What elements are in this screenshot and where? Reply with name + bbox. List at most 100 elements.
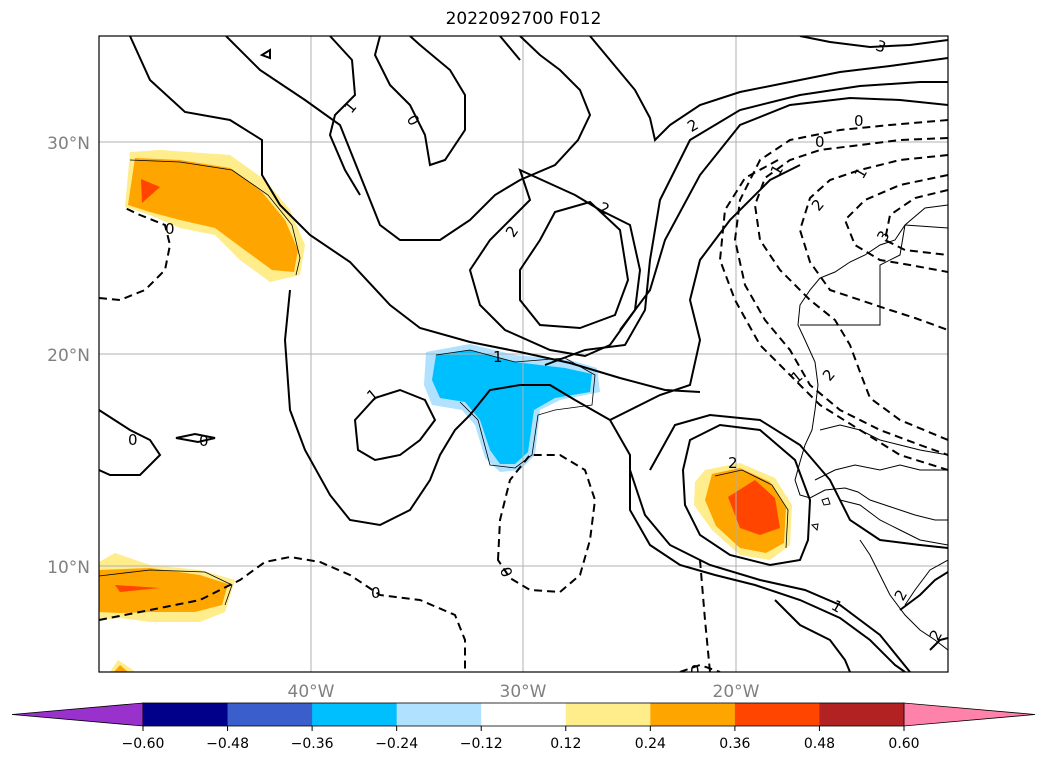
positive-anomaly-nw xyxy=(128,158,298,272)
contour-label: 1 xyxy=(363,385,382,405)
coastlines xyxy=(794,204,948,651)
contour-solid-f xyxy=(499,36,521,61)
colorbar-tick-label: 0.12 xyxy=(550,736,581,752)
contour-dashed-f xyxy=(843,174,948,273)
contour-solid-e xyxy=(589,36,948,142)
thin-anomaly-outlines xyxy=(99,159,789,606)
colorbar-tick-label: −0.12 xyxy=(460,736,503,752)
colorbar-segment xyxy=(396,703,482,726)
contour-label: 0 xyxy=(496,565,516,580)
contour-dashed-d xyxy=(753,137,948,441)
contour-dashed-j xyxy=(699,559,711,672)
contour-label: 0 xyxy=(854,112,864,130)
colorbar-segment xyxy=(227,703,313,726)
colorbar-segment xyxy=(650,703,736,726)
contour-solid-d xyxy=(373,36,466,167)
border-line-3 xyxy=(819,424,948,456)
contour-label: 0 xyxy=(128,431,138,449)
negative-anomaly-center xyxy=(432,350,592,464)
lat-label-20n: 20°N xyxy=(47,346,90,366)
lon-label-20w: 20°W xyxy=(713,682,760,702)
contour-solid-o xyxy=(649,413,948,549)
contour-dashed-g xyxy=(883,189,948,256)
border-line-6 xyxy=(904,559,948,606)
latitude-labels: 30°N 20°N 10°N xyxy=(47,134,90,578)
contour-label: 1 xyxy=(767,162,787,179)
contour-dashed-i xyxy=(718,159,948,471)
positive-anomaly-edge xyxy=(110,660,135,672)
colorbar-tick-label: −0.24 xyxy=(375,736,418,752)
cape-verde-island-1 xyxy=(821,497,831,506)
contour-label: 2 xyxy=(819,366,839,385)
contour-label: 2 xyxy=(684,115,701,135)
positive-anomaly-nw-core xyxy=(141,179,160,203)
colorbar-tick-label: 0.48 xyxy=(804,736,835,752)
colorbar-segment xyxy=(565,703,651,726)
border-line-7 xyxy=(839,499,948,546)
contour-label: 0 xyxy=(199,432,209,450)
colorbar-tick-label: 0.60 xyxy=(888,736,919,752)
contour-label: 2 xyxy=(926,627,946,644)
colorbar-tick-label: −0.60 xyxy=(122,736,165,752)
lat-label-30n: 30°N xyxy=(47,134,90,154)
contour-solid-k xyxy=(99,409,162,476)
contour-solid-a xyxy=(129,36,701,393)
contour-solid-m xyxy=(353,388,437,462)
border-line-2 xyxy=(800,224,906,326)
contour-solid-j xyxy=(468,168,642,358)
contour-label: 0 xyxy=(815,133,825,151)
contour-dashed-h xyxy=(733,119,948,456)
contour-dashed-c xyxy=(496,454,597,594)
colorbar-tick-label: 0.36 xyxy=(719,736,750,752)
positive-anomaly-se-core xyxy=(728,480,780,535)
contour-label: 2 xyxy=(502,223,522,241)
contour-solid-r xyxy=(799,36,948,49)
colorbar-tick-label: −0.36 xyxy=(291,736,334,752)
colorbar-tick-label: −0.48 xyxy=(206,736,249,752)
colorbar-extend-high xyxy=(903,702,1036,727)
contour-solid-c xyxy=(328,36,361,196)
contour-label: 0 xyxy=(371,584,381,602)
contour-label: 2 xyxy=(808,196,828,215)
contour-label: 0 xyxy=(165,220,175,238)
colorbar-segment xyxy=(734,703,820,726)
gridlines xyxy=(99,36,948,672)
contour-dashed-k xyxy=(679,663,721,672)
colorbar-segment xyxy=(143,703,229,726)
contour-solid-p xyxy=(629,469,911,672)
contour-solid-l xyxy=(283,289,906,672)
positive-anomaly-sw-core xyxy=(115,585,160,592)
colorbar-extend-low xyxy=(11,702,144,727)
contour-dashed-e xyxy=(798,154,948,331)
lat-label-10n: 10°N xyxy=(47,558,90,578)
colorbar-frame xyxy=(142,702,905,727)
contour-solid-t xyxy=(899,571,948,611)
contour-label: 2 xyxy=(728,454,738,472)
contour-dashed-a xyxy=(99,207,172,302)
border-line-5 xyxy=(859,539,948,651)
colorbar-segment xyxy=(312,703,398,726)
contour-solid-v xyxy=(175,432,216,444)
colorbar-segment xyxy=(481,703,567,726)
contour-label: 1 xyxy=(787,367,806,387)
colorbar-tick-label: 0.24 xyxy=(635,736,666,752)
contour-solid-n xyxy=(681,423,812,567)
cape-verde-island-2 xyxy=(810,523,819,532)
contour-label: 0 xyxy=(690,662,700,680)
map-title: 2022092700 F012 xyxy=(445,9,602,29)
border-line-1 xyxy=(904,224,948,229)
shaded-fields xyxy=(99,150,792,672)
longitude-labels: 40°W 30°W 20°W xyxy=(288,682,760,702)
colorbar-segment xyxy=(819,703,905,726)
contour-solid-g xyxy=(619,96,948,331)
colorbar: −0.60 −0.48 −0.36 −0.24 −0.12 0.12 0.24 0.36 0.4… xyxy=(11,702,1036,752)
contour-solid-u xyxy=(929,637,948,651)
contour-label: 1 xyxy=(493,348,503,366)
contour-solid-q xyxy=(609,164,801,421)
contour-solid-h xyxy=(544,81,948,366)
contour-solid-i xyxy=(519,200,630,330)
africa-coastline xyxy=(794,204,948,521)
lon-label-40w: 40°W xyxy=(288,682,335,702)
contour-dashed-b xyxy=(99,555,466,672)
